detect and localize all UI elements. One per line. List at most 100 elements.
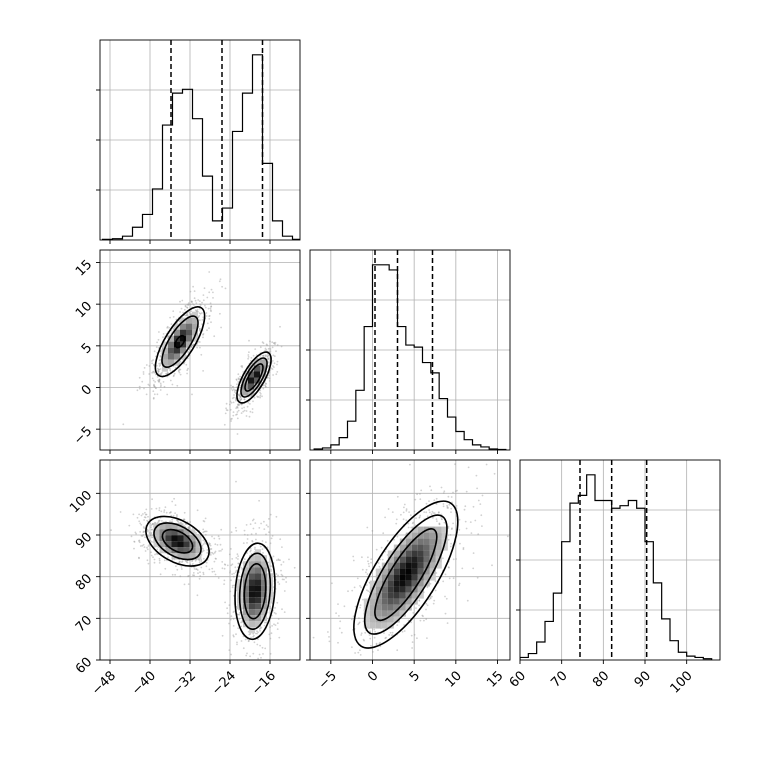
hist-grid-p0 xyxy=(100,40,300,240)
scatter-point xyxy=(220,326,223,329)
y-tick-label-p2: 70 xyxy=(73,613,95,635)
density-cell xyxy=(399,580,406,587)
scatter-point xyxy=(448,503,451,506)
scatter-point xyxy=(182,518,185,521)
scatter-point xyxy=(232,575,235,578)
x-tick-label-p0: −16 xyxy=(249,668,279,698)
scatter-point xyxy=(265,349,268,351)
density-cell xyxy=(186,329,192,336)
scatter-point xyxy=(452,577,455,580)
scatter-point xyxy=(237,377,240,380)
scatter-point xyxy=(274,343,276,345)
scatter-point xyxy=(145,364,148,366)
scatter-point xyxy=(184,523,187,525)
scatter-point xyxy=(396,624,399,626)
density-cell xyxy=(254,377,260,384)
scatter-point xyxy=(157,370,160,373)
scatter-point xyxy=(153,385,156,388)
density-cell xyxy=(399,574,406,581)
scatter-point xyxy=(198,300,201,302)
density-cell xyxy=(393,586,400,593)
scatter-point xyxy=(178,371,181,374)
scatter-point xyxy=(493,472,496,475)
scatter-point xyxy=(357,651,360,654)
scatter-point xyxy=(230,420,233,422)
scatter-point xyxy=(163,509,166,512)
scatter-point xyxy=(238,562,240,565)
scatter-point xyxy=(428,509,430,511)
density-cell xyxy=(399,556,406,563)
scatter-point xyxy=(235,378,238,381)
scatter-point xyxy=(240,403,243,406)
scatter-point xyxy=(233,396,235,399)
density-cell xyxy=(168,335,174,342)
scatter-point xyxy=(142,530,145,533)
scatter-point xyxy=(240,566,242,569)
contours-p2-vs-p1 xyxy=(353,500,459,649)
scatter-point xyxy=(221,285,224,288)
scatter-point xyxy=(384,516,386,519)
scatter-point xyxy=(242,647,245,650)
scatter-point xyxy=(280,345,283,348)
scatter-point xyxy=(146,519,149,522)
scatter-point xyxy=(259,389,262,392)
density-cell xyxy=(192,329,198,336)
scatter-point xyxy=(160,372,163,375)
scatter-point xyxy=(461,567,464,570)
scatter-point xyxy=(337,603,339,605)
scatter-point xyxy=(412,612,415,614)
scatter-point xyxy=(266,355,269,358)
scatter-point xyxy=(143,387,145,390)
scatter-point xyxy=(418,604,420,607)
density-cell xyxy=(411,580,418,587)
scatter-point xyxy=(197,572,199,575)
density-cell xyxy=(153,529,160,536)
scatter-point xyxy=(159,385,162,388)
scatter-point xyxy=(263,624,266,627)
scatter-point xyxy=(469,521,472,523)
scatter-point xyxy=(462,547,465,549)
density-cell xyxy=(162,353,168,360)
scatter-point xyxy=(269,637,272,640)
scatter-point xyxy=(375,642,378,645)
density-cell xyxy=(405,556,412,563)
scatter-point xyxy=(435,503,438,505)
density-cell xyxy=(387,598,394,605)
scatter-point xyxy=(152,359,155,361)
scatter-point xyxy=(208,315,211,317)
scatter-point xyxy=(155,346,158,348)
density-cell xyxy=(261,567,267,574)
scatter-point xyxy=(442,503,445,505)
scatter-point xyxy=(330,666,332,668)
scatter-point xyxy=(408,511,410,513)
scatter-point xyxy=(352,555,355,558)
scatter-point xyxy=(157,519,160,522)
density-cell xyxy=(249,597,255,604)
scatter-point xyxy=(152,397,155,400)
scatter-point xyxy=(190,300,193,303)
scatter-point xyxy=(272,365,274,367)
density-cell xyxy=(417,586,424,593)
scatter-point xyxy=(174,512,177,514)
contour-level-2 xyxy=(363,514,448,635)
density-cell xyxy=(249,609,255,616)
scatter-point xyxy=(280,573,283,576)
scatter-point xyxy=(259,356,262,359)
scatter-point xyxy=(267,354,270,356)
density-cell xyxy=(254,359,260,366)
scatter-point xyxy=(438,523,441,526)
scatter-point xyxy=(178,368,181,371)
scatter-point xyxy=(264,355,267,358)
scatter-point xyxy=(159,373,162,376)
density-cell xyxy=(393,616,400,623)
scatter-point xyxy=(147,529,149,532)
scatter-point xyxy=(264,354,267,357)
scatter-point xyxy=(261,341,264,344)
scatter-point xyxy=(353,665,355,667)
scatter-point xyxy=(270,565,272,567)
x-tick-label-p1: 15 xyxy=(484,668,506,690)
scatter-point xyxy=(425,608,427,611)
scatter-point xyxy=(458,584,460,587)
scatter-point xyxy=(365,568,368,571)
scatter-point xyxy=(277,581,279,584)
